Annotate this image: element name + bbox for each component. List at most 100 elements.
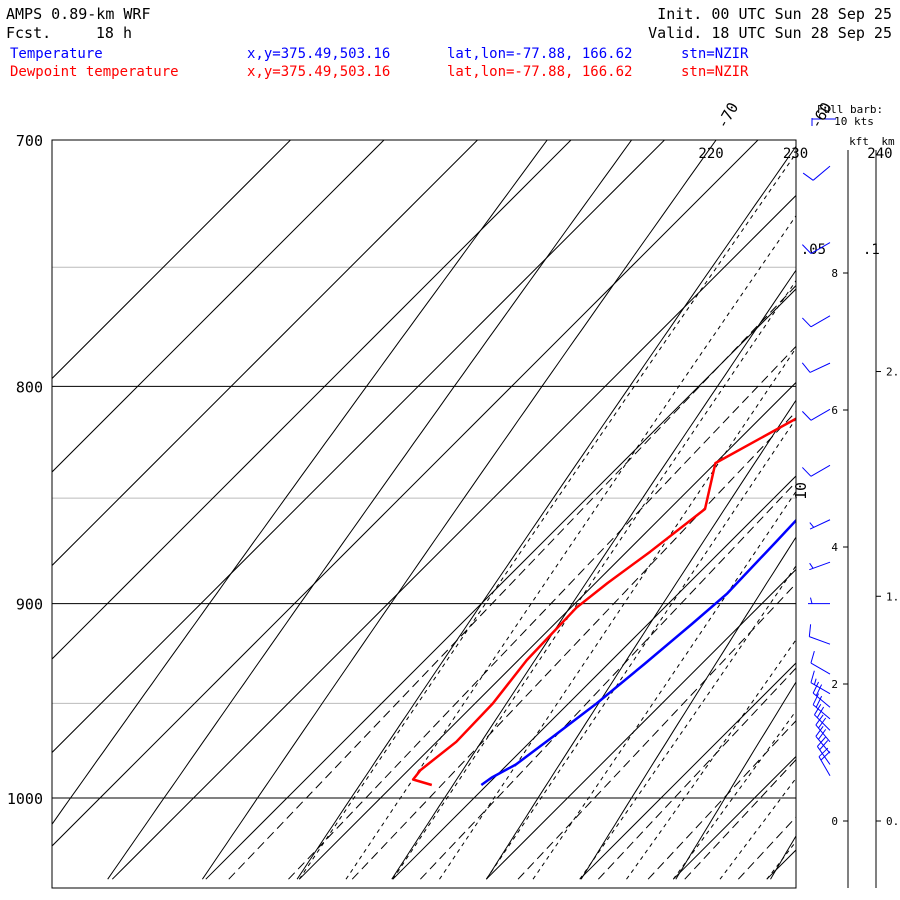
moist-adiabat-line [485,417,796,880]
kft-tick-label: 0 [831,815,838,828]
wind-barb [801,408,831,421]
dry-adiabat-line [770,835,796,880]
km-tick-label: 1. [886,590,899,603]
kft-tick-label: 4 [831,541,838,554]
fcst-value: 18 h [96,24,132,42]
wind-barb [801,315,831,328]
wind-barb [818,747,831,776]
wind-barb [816,736,831,765]
dry-adiabat-label: 240 [867,146,892,162]
km-tick-label: 2. [886,366,899,379]
plot-frame [51,139,797,889]
isotherm-line [52,140,385,473]
dry-adiabat-line [296,145,796,880]
kft-axis-label: kft [849,135,869,148]
isotherm-line [392,475,796,880]
isotherm-line [52,140,292,380]
mixing-ratio-label: .1 [863,242,880,258]
moist-adiabat-line [392,279,796,880]
kft-tick-label: 8 [831,267,838,280]
isotherm-line [52,140,759,847]
height-axis: 0 2 4 6 8 0. 1. 2. [831,150,899,888]
legend-dewpoint-name: Dewpoint temperature [10,64,179,80]
moist-adiabat-line [532,490,796,880]
model-title: AMPS 0.89-km WRF [6,5,151,23]
mixing-ratio-line [647,719,796,880]
temperature-profile [480,518,796,787]
wind-barb [808,624,831,645]
dewpoint-profile [411,417,796,787]
legend-temperature-stn: stn=NZIR [681,46,749,62]
wind-barbs [801,165,831,776]
isotherm-line [579,662,796,880]
dry-adiabat-label: 220 [698,146,723,162]
dry-adiabat-line [580,536,796,880]
grid-labels: 7008009001000-70-60-50-40-30-20-10022023… [7,99,893,808]
wind-barb [810,650,831,675]
mixing-ratio-line [288,345,796,880]
km-tick-label: 0. [886,815,899,828]
barb-legend-icon [811,118,836,126]
isotherm-line [52,140,572,660]
moist-adiabat-line [719,777,796,880]
isotherm-line [485,568,796,880]
pressure-label-900: 900 [16,596,43,614]
dry-adiabat-line [865,114,900,880]
wind-barb [809,519,831,530]
moist-adiabat-line [814,114,900,880]
dry-adiabat-label: 230 [783,146,808,162]
pressure-label-800: 800 [16,378,43,396]
mixing-ratio-line [351,411,796,880]
mixing-ratio-label: .05 [801,242,826,258]
isotherm-line [111,194,796,880]
wind-barb [812,681,831,708]
wind-barb [801,362,831,373]
isotherm-line [52,140,479,567]
wind-barb [809,561,831,571]
legend-temperature-xy: x,y=375.49,503.16 [247,46,390,62]
dry-adiabat-line [486,399,796,880]
init-time: Init. 00 UTC Sun 28 Sep 25 [657,5,892,23]
isotherm-line [205,288,796,880]
isotherm-label: -70 [713,99,742,131]
moist-adiabat-line [298,152,796,880]
fcst-label: Fcst. [6,24,51,42]
dry-adiabat-line [52,140,548,826]
wind-barb [801,464,831,477]
moist-adiabat-line [439,347,796,880]
legend-temperature-latlon: lat,lon=-77.88, 166.62 [447,46,632,62]
thermodynamic-grid [52,113,900,880]
pressure-label-1000: 1000 [7,790,43,808]
wind-barb [812,693,831,720]
pressure-label-700: 700 [16,132,43,150]
legend-temperature-name: Temperature [10,46,103,62]
kft-tick-label: 6 [831,404,838,417]
legend-dewpoint-xy: x,y=375.49,503.16 [247,64,390,80]
mixing-ratio-line [228,284,796,880]
legend-dewpoint-latlon: lat,lon=-77.88, 166.62 [447,64,632,80]
mixing-ratio-line [597,667,796,880]
side-axis-label: 10 [792,482,810,500]
dry-adiabat-line [201,140,717,880]
valid-time: Valid. 18 UTC Sun 28 Sep 25 [648,24,892,42]
mixing-ratio-line [517,582,796,880]
mixing-ratio-line [684,758,796,880]
wind-barb [810,670,831,695]
dry-adiabat-line [107,140,633,880]
dry-adiabat-line [675,681,796,880]
wind-barb [802,165,831,181]
wind-barb [801,242,831,254]
mixing-ratio-line [420,481,796,880]
kft-tick-label: 2 [831,678,838,691]
barb-legend-line2: 10 kts [834,115,874,128]
dry-adiabat-line [391,269,796,880]
wind-barb [815,726,831,754]
isotherm-line [860,113,900,879]
isotherm-line [298,381,796,880]
wind-barb [808,597,830,605]
moist-adiabat-line [860,114,900,880]
isotherm-line [52,140,666,754]
moist-adiabat-line [579,564,796,880]
legend-dewpoint-stn: stn=NZIR [681,64,749,80]
